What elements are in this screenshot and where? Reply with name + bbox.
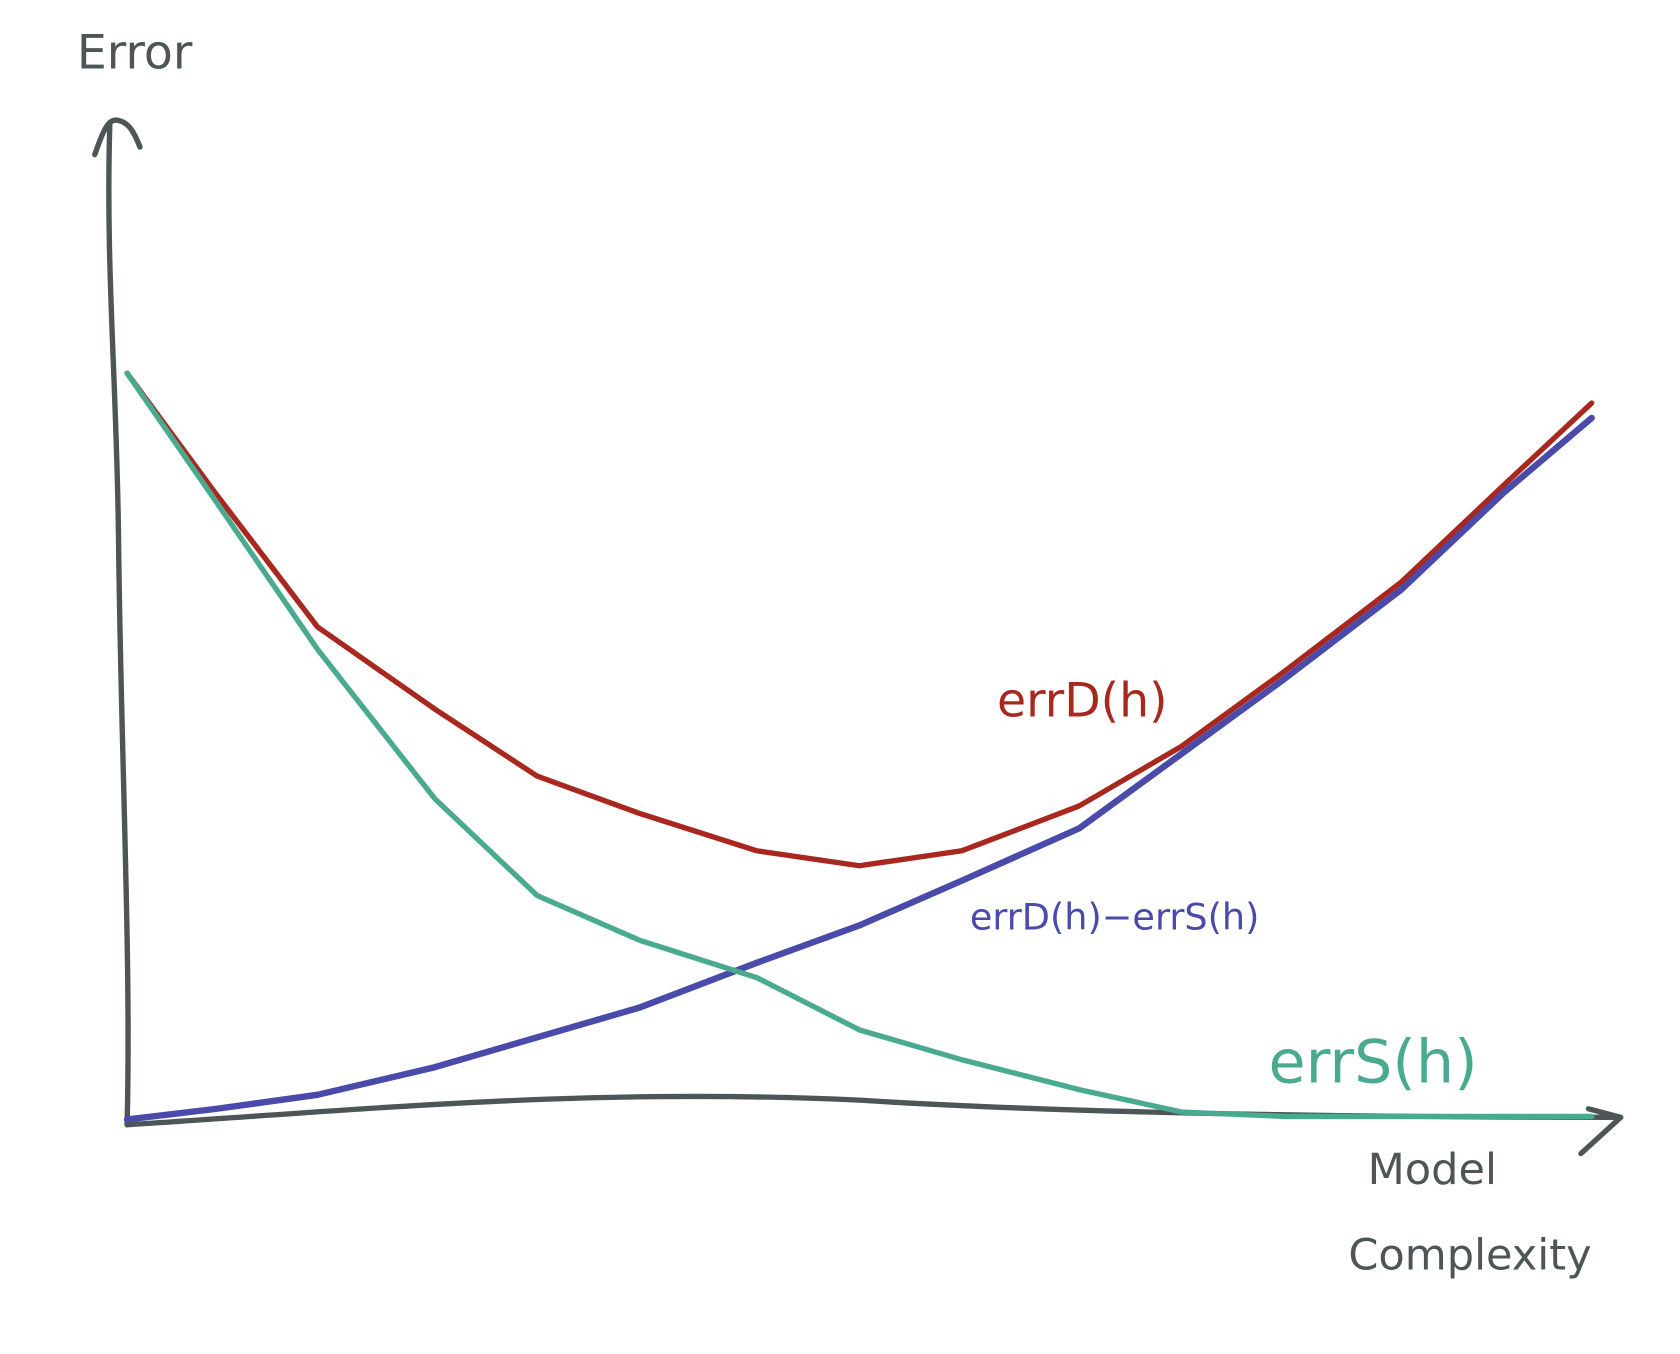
series-label: errS(h) bbox=[1268, 1028, 1477, 1098]
x-axis bbox=[124, 1093, 1619, 1128]
series-label: errD(h)−errS(h) bbox=[970, 896, 1260, 939]
y-axis-arrow bbox=[92, 117, 143, 158]
line bbox=[124, 370, 1595, 869]
x-axis-arrow bbox=[1578, 1106, 1624, 1157]
x-axis-label: Complexity bbox=[1348, 1231, 1591, 1281]
y-axis bbox=[106, 119, 131, 1128]
series-label: errD(h) bbox=[997, 674, 1168, 729]
line bbox=[123, 414, 1595, 1123]
y-axis-label: Error bbox=[77, 26, 193, 81]
axes bbox=[92, 117, 1624, 1157]
line bbox=[124, 370, 1595, 1120]
x-axis-label: Model bbox=[1368, 1145, 1497, 1195]
